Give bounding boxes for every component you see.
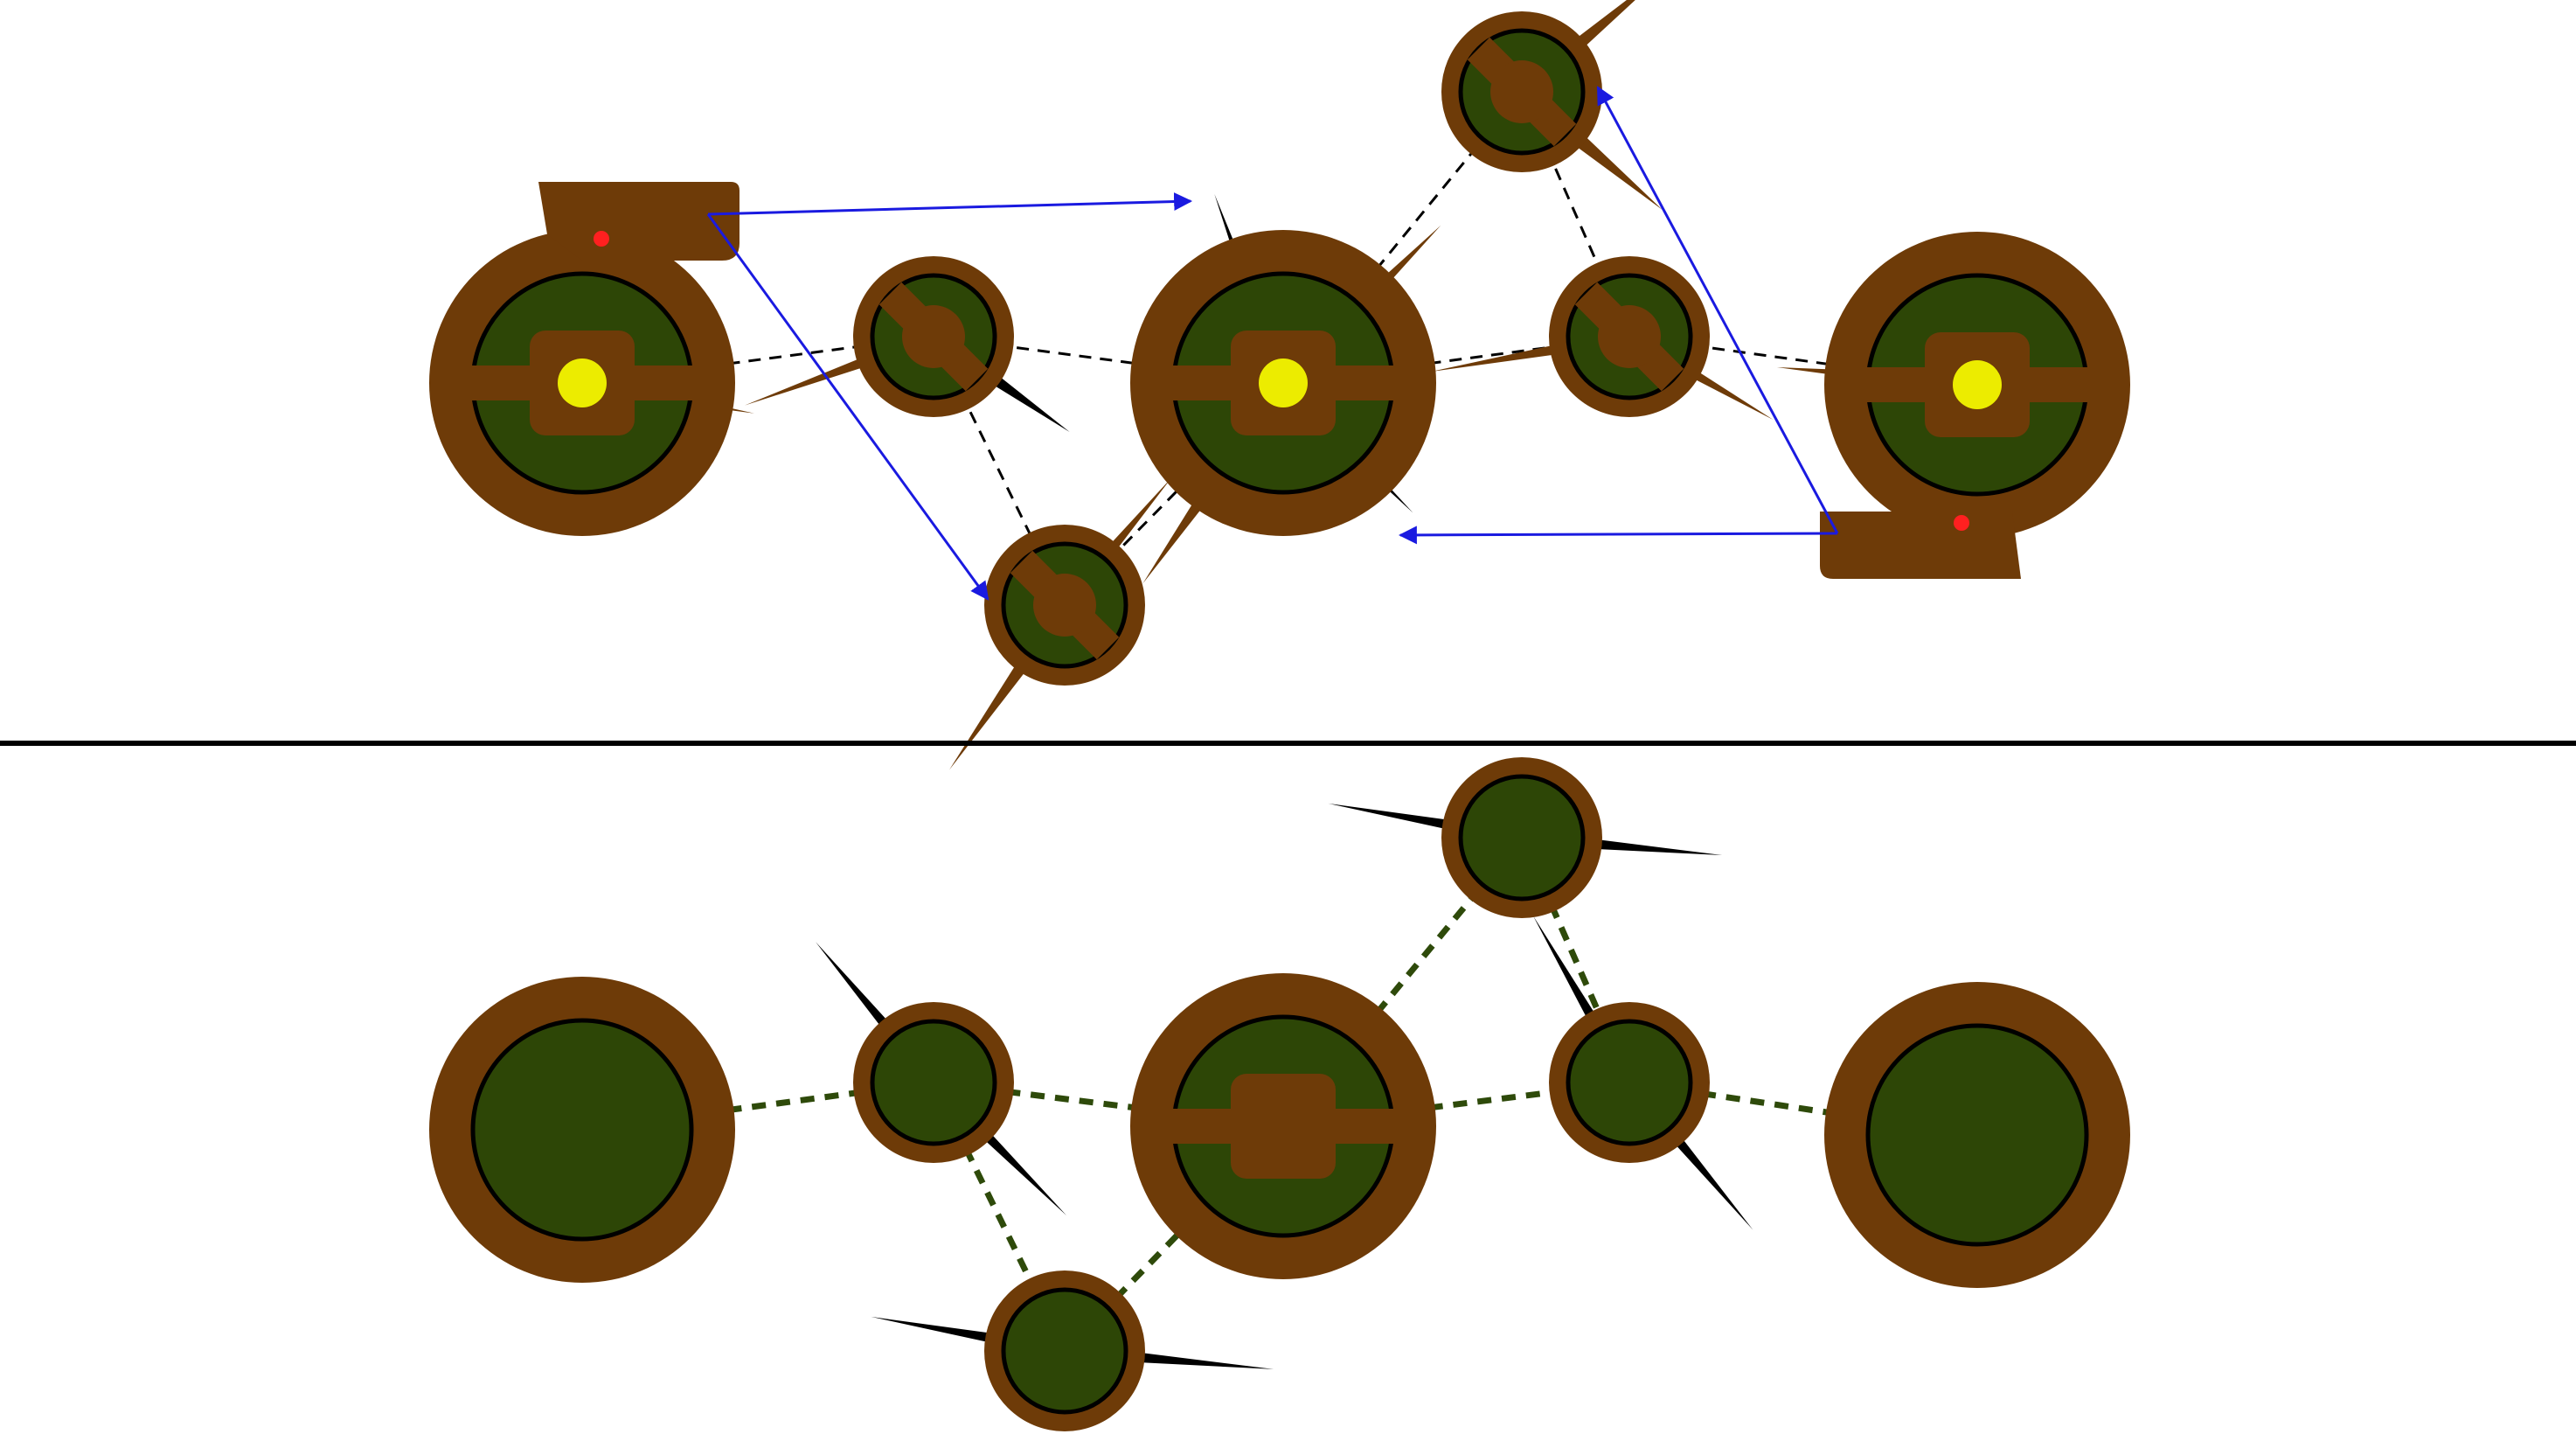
node-n5	[1441, 11, 1602, 172]
node-n7	[1820, 232, 2130, 579]
node-center	[870, 1019, 997, 1146]
top-panel-nodes	[429, 11, 2130, 686]
bottom-panel-nodes	[429, 757, 2130, 1431]
node-mount-bracket	[1820, 512, 2021, 579]
node-center	[1001, 1287, 1128, 1415]
arrow-n1-n4	[707, 192, 1193, 216]
link-n4-n6	[1282, 335, 1630, 385]
node-m4	[1130, 973, 1436, 1279]
node-n1	[429, 182, 739, 536]
node-m2	[853, 1002, 1014, 1163]
top-panel-arrows	[706, 86, 1839, 601]
node-marker-dot	[594, 231, 609, 247]
node-hub-light	[1259, 359, 1308, 407]
node-hub-plate	[1033, 574, 1096, 637]
node-center	[1458, 774, 1586, 902]
node-m7	[1824, 982, 2130, 1288]
arrow-n7-n5	[1596, 86, 1839, 534]
node-hub-plate	[902, 305, 965, 368]
link-n6-n7	[1628, 335, 1978, 386]
node-m5	[1441, 757, 1602, 918]
node-m3	[984, 1270, 1145, 1431]
node-hub-light	[1953, 360, 2002, 409]
node-hub-plate	[1490, 60, 1553, 123]
node-center	[1566, 1019, 1693, 1146]
node-m1	[429, 977, 735, 1283]
node-marker-dot	[1954, 515, 1969, 531]
node-hub-plate	[1231, 1074, 1336, 1179]
node-mount-bracket	[538, 182, 739, 261]
node-hub-plate	[1598, 305, 1661, 368]
arrow-n1-n3	[706, 213, 989, 601]
node-hub-light	[558, 359, 607, 407]
node-m6	[1549, 1002, 1710, 1163]
node-n6	[1549, 256, 1710, 417]
arrow-n7-n4	[1398, 526, 1838, 545]
node-n2	[853, 256, 1014, 417]
node-n4	[1130, 230, 1436, 536]
node-n3	[984, 525, 1145, 686]
node-center	[1865, 1023, 2089, 1247]
node-center	[470, 1018, 694, 1242]
